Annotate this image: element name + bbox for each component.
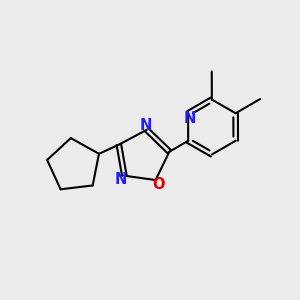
Text: N: N — [115, 172, 128, 187]
Text: O: O — [152, 177, 164, 192]
Text: N: N — [183, 111, 196, 126]
Text: N: N — [140, 118, 152, 133]
